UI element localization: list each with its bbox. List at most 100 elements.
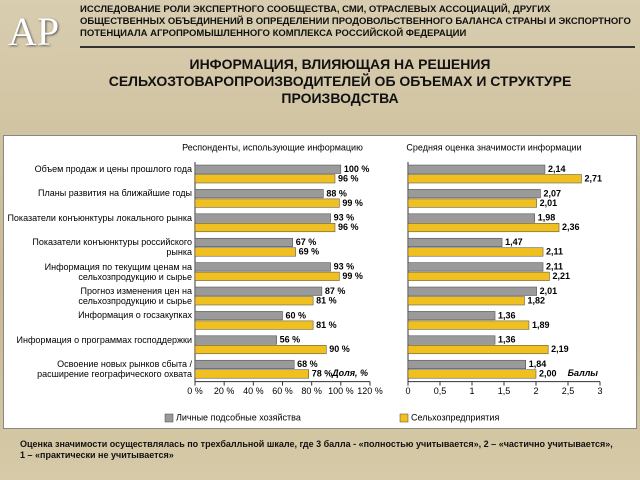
bar	[194, 223, 336, 233]
x-tick-label: 100 %	[328, 386, 354, 396]
value-label: 2,00	[539, 369, 557, 379]
bar	[407, 213, 535, 223]
value-label: 2,19	[551, 344, 569, 354]
bar	[194, 296, 314, 306]
value-label: 88 %	[326, 188, 347, 198]
value-label: 87 %	[325, 286, 346, 296]
value-label: 68 %	[297, 359, 318, 369]
bar	[194, 320, 314, 330]
bar	[407, 247, 544, 257]
bar	[407, 189, 541, 199]
bar	[407, 174, 582, 184]
logo: АР	[8, 9, 60, 54]
legend-swatch	[164, 413, 174, 423]
category-label: Освоение новых рынков сбыта / расширение…	[37, 359, 192, 380]
x-tick-label: 120 %	[357, 386, 383, 396]
value-label: 56 %	[280, 335, 301, 345]
value-label: 1,36	[498, 310, 516, 320]
bar	[407, 262, 544, 272]
value-label: 2,21	[552, 271, 570, 281]
bar	[407, 164, 546, 174]
x-tick-label: 3	[597, 386, 602, 396]
bar	[194, 286, 323, 296]
value-label: 93 %	[334, 213, 355, 223]
x-tick-label: 2,5	[562, 386, 575, 396]
bar	[194, 345, 327, 355]
x-tick-label: 40 %	[243, 386, 264, 396]
value-label: 100 %	[344, 164, 370, 174]
x-tick-label: 0 %	[187, 386, 203, 396]
axis-title: Баллы	[568, 368, 599, 378]
value-label: 2,36	[562, 222, 580, 232]
bar	[407, 223, 560, 233]
value-label: 96 %	[338, 173, 359, 183]
x-tick-label: 2	[533, 386, 538, 396]
bar	[194, 247, 296, 257]
value-label: 1,82	[527, 295, 545, 305]
value-label: 2,71	[584, 173, 602, 183]
bar	[407, 311, 496, 321]
bar	[407, 286, 537, 296]
x-tick-label: 1	[469, 386, 474, 396]
value-label: 2,01	[540, 286, 558, 296]
value-label: 96 %	[338, 222, 359, 232]
bar	[194, 311, 283, 321]
value-label: 67 %	[296, 237, 317, 247]
bar	[407, 320, 530, 330]
bar	[194, 271, 340, 281]
bar	[407, 345, 549, 355]
bar	[407, 271, 550, 281]
bar	[194, 198, 340, 208]
bar	[194, 213, 331, 223]
bar	[194, 359, 295, 369]
value-label: 90 %	[329, 344, 350, 354]
value-label: 1,36	[498, 335, 516, 345]
value-label: 99 %	[342, 271, 363, 281]
chart-title: Респонденты, использующие информацию	[182, 142, 363, 152]
value-label: 1,84	[529, 359, 547, 369]
chart-title: Средняя оценка значимости информации	[406, 142, 581, 152]
bar	[407, 359, 527, 369]
bar	[407, 296, 525, 306]
x-tick-label: 1,5	[498, 386, 511, 396]
value-label: 69 %	[299, 247, 320, 257]
footnote: Оценка значимости осуществлялась по трех…	[20, 439, 613, 460]
value-label: 1,89	[532, 320, 550, 330]
category-label: Информация о программах господдержки	[16, 334, 192, 345]
axis-title: Доля, %	[331, 368, 368, 378]
value-label: 2,01	[540, 198, 558, 208]
x-tick-label: 60 %	[272, 386, 293, 396]
value-label: 1,47	[505, 237, 523, 247]
value-label: 78 %	[312, 369, 333, 379]
value-label: 2,07	[543, 188, 561, 198]
bar	[407, 237, 503, 247]
category-label: Информация о госзакупках	[78, 310, 192, 321]
x-tick-label: 20 %	[214, 386, 235, 396]
value-label: 81 %	[316, 320, 337, 330]
value-label: 81 %	[316, 295, 337, 305]
legend-label: Сельхозпредприятия	[411, 412, 499, 422]
slide-title: ИНФОРМАЦИЯ, ВЛИЯЮЩАЯ НА РЕШЕНИЯ СЕЛЬХОЗТ…	[108, 56, 572, 106]
chart-panel	[3, 135, 637, 429]
legend-swatch	[399, 413, 409, 423]
value-label: 60 %	[286, 310, 307, 320]
category-label: Планы развития на ближайшие годы	[38, 188, 192, 199]
header-rule	[80, 46, 635, 48]
bar	[407, 369, 537, 379]
category-label: Показатели конъюнктуры локального рынка	[7, 212, 192, 223]
category-label: Информация по текущим ценам на сельхозпр…	[44, 261, 192, 282]
value-label: 2,11	[546, 261, 563, 271]
category-label: Прогноз изменения цен на сельхозпродукци…	[78, 286, 192, 306]
bar	[194, 189, 324, 199]
header-text: ИССЛЕДОВАНИЕ РОЛИ ЭКСПЕРТНОГО СООБЩЕСТВА…	[80, 4, 631, 39]
bar	[194, 164, 342, 174]
bar	[194, 174, 336, 184]
value-label: 1,98	[538, 213, 556, 223]
value-label: 2,14	[548, 164, 566, 174]
x-tick-label: 0	[405, 386, 410, 396]
bar	[194, 262, 331, 272]
category-label: Показатели конъюнктуры российского рынка	[32, 237, 192, 258]
category-label: Объем продаж и цены прошлого года	[34, 164, 192, 174]
